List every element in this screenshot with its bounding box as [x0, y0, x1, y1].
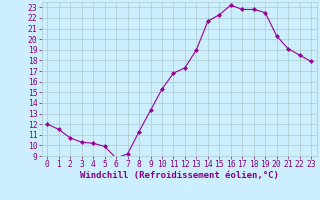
X-axis label: Windchill (Refroidissement éolien,°C): Windchill (Refroidissement éolien,°C) — [80, 171, 279, 180]
